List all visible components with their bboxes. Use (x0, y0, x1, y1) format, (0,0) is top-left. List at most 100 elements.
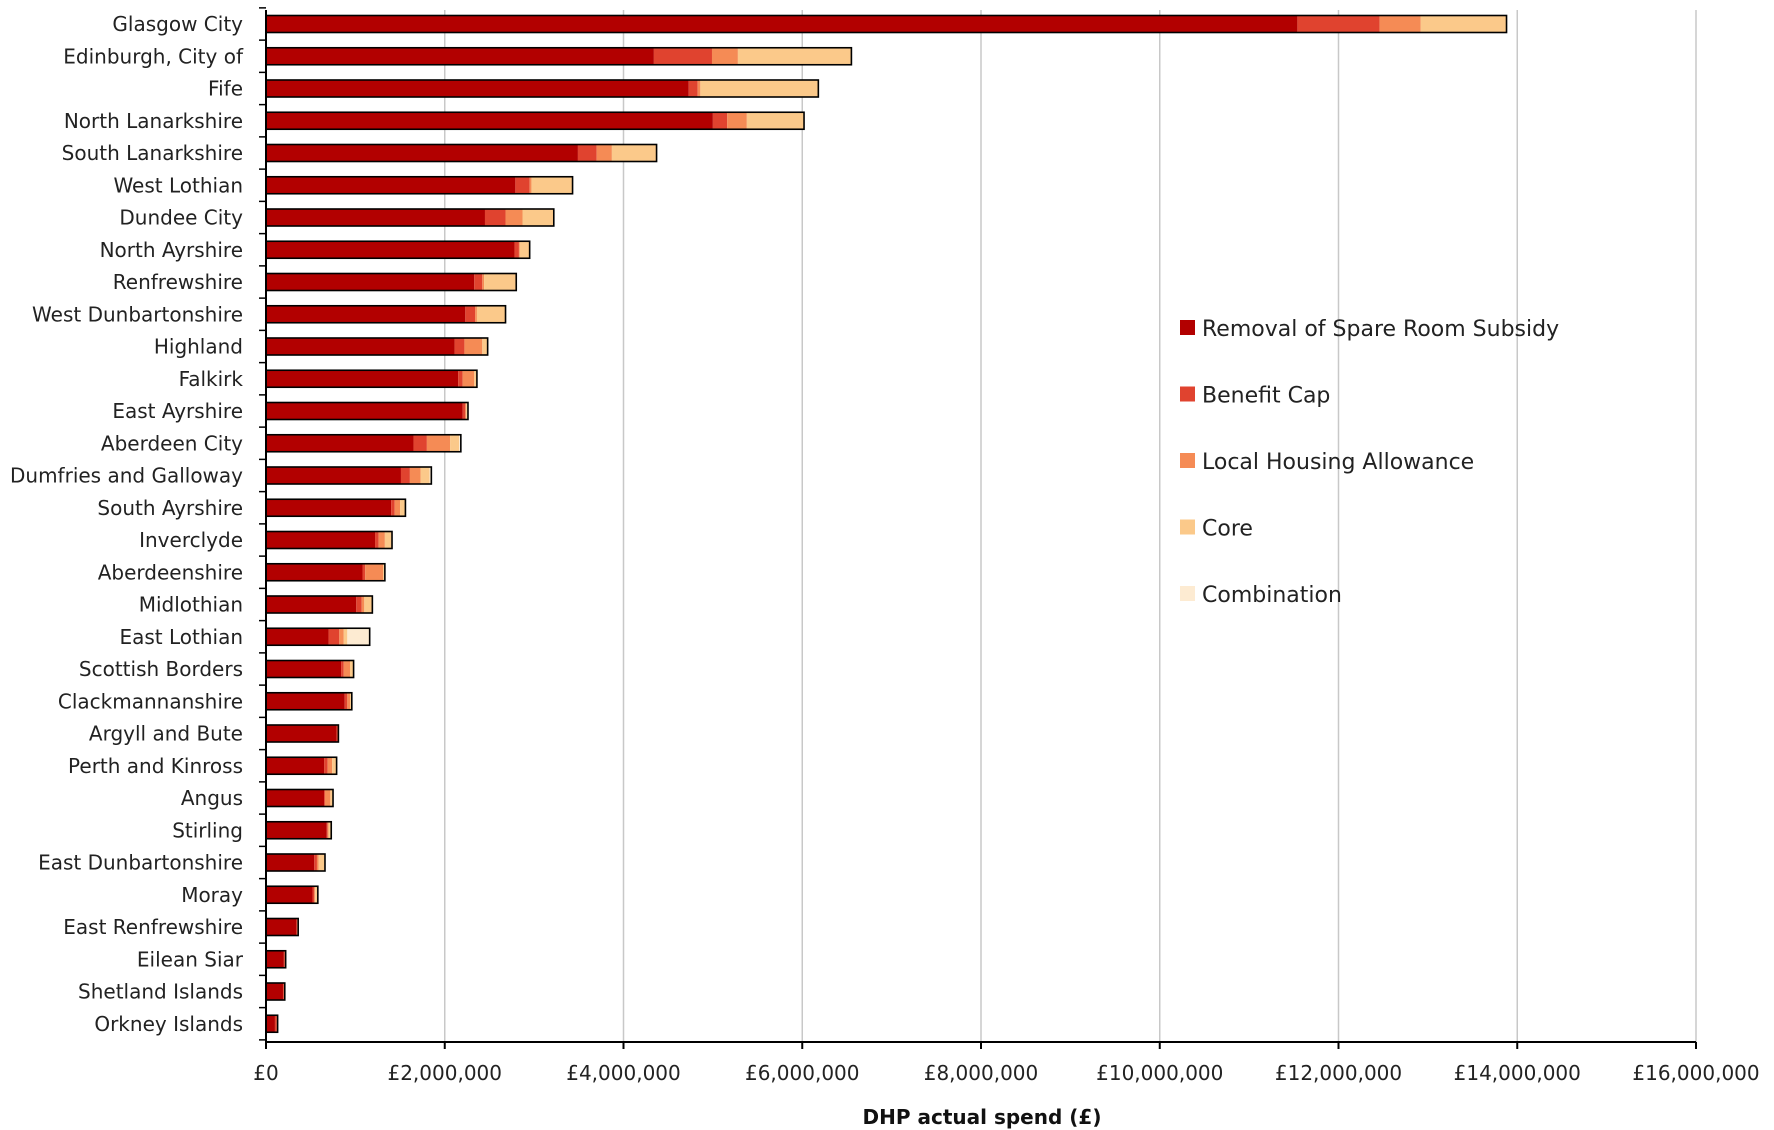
bar-segment (519, 241, 530, 259)
bar-segment (1420, 15, 1507, 33)
bar-segment (383, 563, 385, 581)
category-label: Midlothian (139, 593, 243, 617)
bar-segment (266, 112, 713, 130)
bar-group (265, 691, 353, 711)
legend-item: Local Housing Allowance (1180, 450, 1474, 475)
bar-segment (458, 370, 463, 388)
bar-segment (514, 241, 519, 259)
bar-group (265, 595, 374, 614)
bar-segment (362, 563, 366, 581)
bar-segment (266, 789, 325, 807)
bar-segment (522, 209, 554, 226)
bar-segment (384, 531, 393, 549)
bar-segment (266, 854, 315, 871)
category-label: Dumfries and Galloway (10, 464, 243, 488)
bar-segment (266, 918, 297, 936)
bar-segment (266, 950, 284, 968)
bar-segment (697, 80, 701, 97)
legend-swatch (1180, 519, 1195, 535)
bar-group (265, 79, 820, 98)
bar-segment (332, 757, 337, 775)
legend-item: Benefit Cap (1180, 384, 1330, 409)
legend-item: Combination (1180, 583, 1342, 608)
bar-group (265, 724, 340, 743)
bar-segment (465, 305, 476, 323)
x-tick-label: £0 (253, 1061, 278, 1085)
bar-segment (529, 176, 532, 194)
bar-group (265, 820, 333, 840)
category-label: Aberdeen City (101, 431, 243, 455)
x-tick-label: £14,000,000 (1454, 1061, 1581, 1085)
bar-group (265, 175, 574, 195)
bar-segment (266, 886, 313, 904)
category-label: Argyll and Bute (89, 722, 243, 746)
bar-segment (653, 47, 712, 65)
category-label: East Renfrewshire (63, 915, 243, 939)
bar-group (265, 240, 531, 260)
bar-segment (336, 725, 338, 742)
bar-segment (266, 467, 401, 484)
bar-segment (400, 499, 406, 517)
bar-group (265, 498, 407, 518)
bar-segment (611, 144, 657, 162)
bar-segment (462, 402, 466, 420)
bar-segment (328, 821, 332, 839)
bar-segment (450, 434, 460, 452)
bar-segment (531, 176, 573, 194)
bar-group (265, 46, 853, 66)
bar-group (265, 756, 338, 776)
bar-segment (314, 854, 317, 871)
bar-group (265, 466, 433, 485)
bar-segment (350, 692, 352, 710)
bar-segment (413, 434, 427, 452)
bar-segment (266, 499, 392, 517)
bar-segment (596, 144, 612, 162)
bar-segment (462, 370, 475, 388)
bar-segment (266, 209, 485, 226)
bar-segment (459, 434, 461, 452)
bar-segment (375, 531, 379, 549)
bar-segment (712, 112, 728, 130)
bar-segment (737, 47, 852, 65)
legend-label: Combination (1202, 583, 1342, 608)
bar-segment (324, 757, 328, 775)
legend-swatch (1180, 320, 1195, 335)
bar-segment (518, 241, 520, 259)
category-labels: Glasgow City Edinburgh, City of Fife North … (10, 12, 244, 1036)
x-tick-label: £2,000,000 (387, 1061, 502, 1085)
bar-segment (409, 467, 421, 484)
bar-segment (464, 338, 483, 355)
bar-segment (711, 47, 738, 65)
category-label: North Ayrshire (100, 238, 243, 262)
x-axis-title: DHP actual spend (£) (863, 1105, 1102, 1129)
bar-segment (429, 467, 432, 484)
bar-segment (266, 596, 357, 613)
bar-segment (400, 467, 410, 484)
bar-group (265, 659, 355, 679)
category-label: South Ayrshire (97, 496, 243, 520)
bar-segment (341, 660, 344, 678)
bar-segment (266, 15, 1298, 33)
bar-segment (327, 757, 333, 775)
bar-segment (476, 305, 506, 323)
bar-segment (364, 596, 373, 613)
bar-group (265, 111, 805, 131)
bar-segment (484, 273, 517, 291)
bar-segment (266, 628, 329, 646)
bar-segment (266, 434, 414, 452)
bar-segment (266, 305, 466, 323)
bar-group (265, 627, 371, 647)
x-tick-labels: £0 £2,000,000 £4,000,000 £6,000,000 £8,000,0… (253, 1061, 1759, 1085)
legend-label: Core (1202, 517, 1253, 542)
category-label: Moray (181, 883, 243, 907)
bar-segment (1379, 15, 1421, 33)
bar-segment (266, 983, 283, 1000)
category-label: Angus (181, 786, 243, 810)
bar-segment (318, 854, 325, 871)
bar-group (265, 433, 462, 453)
category-label: East Lothian (119, 625, 243, 649)
category-label: North Lanarkshire (64, 109, 243, 133)
bar-segment (266, 144, 578, 162)
bar-segment (266, 757, 325, 775)
